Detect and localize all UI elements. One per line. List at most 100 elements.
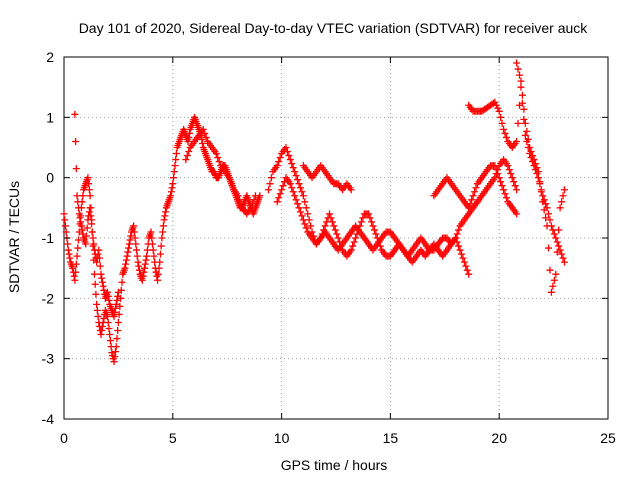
data-point [87, 212, 95, 220]
data-point [64, 246, 72, 254]
data-point [110, 358, 118, 366]
data-point [250, 196, 258, 204]
data-point [466, 200, 474, 208]
data-point [159, 228, 167, 236]
data-point [183, 152, 191, 160]
data-point [66, 254, 74, 262]
data-point [292, 172, 300, 180]
data-point [492, 166, 500, 174]
data-point [104, 312, 112, 320]
data-point [185, 129, 193, 137]
data-point [517, 77, 525, 85]
data-point [500, 186, 508, 194]
data-point [500, 125, 508, 133]
data-point [518, 91, 526, 99]
data-point [502, 194, 510, 202]
data-point [516, 71, 524, 79]
x-tick-label: 10 [274, 430, 290, 446]
data-point [185, 133, 193, 141]
data-point [457, 250, 465, 258]
data-point [542, 214, 550, 222]
data-point [359, 214, 367, 222]
data-point [295, 180, 303, 188]
data-point [143, 252, 151, 260]
data-point [106, 337, 114, 345]
data-point [69, 264, 77, 272]
data-point [495, 107, 503, 115]
data-point [357, 218, 365, 226]
data-point [114, 292, 122, 300]
data-point [534, 168, 542, 176]
data-point [75, 210, 83, 218]
data-point [150, 252, 158, 260]
data-point [86, 192, 94, 200]
data-point [347, 186, 355, 194]
data-point [148, 240, 156, 248]
data-point [125, 244, 133, 252]
data-point [526, 144, 534, 151]
data-point [138, 276, 146, 284]
data-point [149, 246, 157, 254]
data-point [455, 242, 463, 250]
data-point [111, 304, 119, 312]
data-point [365, 210, 373, 218]
data-point [453, 230, 461, 238]
data-point [172, 156, 180, 164]
data-point [299, 216, 307, 224]
data-point [184, 137, 192, 145]
data-point [459, 254, 467, 262]
data-point [533, 164, 541, 172]
data-point [124, 248, 132, 256]
data-point [558, 250, 566, 258]
y-tick-label: -2 [42, 290, 55, 306]
data-point [71, 110, 79, 118]
data-point [92, 290, 100, 298]
data-point [140, 268, 148, 276]
data-point [121, 264, 129, 272]
data-point [327, 214, 335, 222]
data-point [98, 327, 106, 335]
data-point [125, 240, 133, 248]
data-point [236, 196, 244, 204]
data-point [90, 270, 98, 278]
x-tick-label: 5 [169, 430, 177, 446]
data-point [212, 150, 220, 158]
data-point [543, 222, 551, 230]
data-point [497, 113, 505, 121]
data-point [550, 230, 558, 238]
data-point [507, 170, 515, 178]
data-point [514, 65, 522, 73]
data-point [301, 198, 309, 206]
data-point [492, 101, 500, 109]
data-point [147, 228, 155, 236]
data-point [133, 252, 141, 260]
data-point [78, 226, 86, 234]
data-point [111, 348, 119, 356]
data-point [114, 327, 122, 335]
data-point [71, 276, 79, 284]
data-point [546, 266, 554, 274]
data-point [135, 266, 143, 274]
data-point [70, 272, 78, 280]
data-point [214, 154, 222, 162]
data-point [539, 198, 547, 206]
data-point [302, 204, 310, 212]
data-point [141, 260, 149, 268]
data-point [307, 222, 315, 230]
data-point [552, 234, 560, 242]
y-axis-label: SDTVAR / TECUs [6, 181, 22, 293]
data-point [511, 182, 519, 190]
data-point [553, 248, 561, 256]
data-point [100, 314, 108, 322]
data-point [321, 222, 329, 230]
data-point [495, 174, 503, 182]
data-point [82, 232, 90, 240]
data-point [513, 210, 521, 218]
data-point [100, 286, 108, 294]
data-point [90, 240, 98, 248]
data-point [104, 288, 112, 296]
data-point [267, 174, 275, 182]
data-point [545, 244, 553, 252]
data-point [468, 196, 476, 204]
data-point [98, 322, 106, 330]
